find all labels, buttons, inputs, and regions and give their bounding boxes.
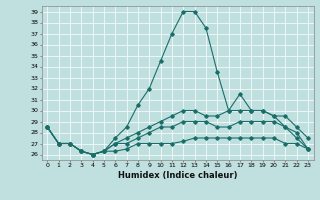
X-axis label: Humidex (Indice chaleur): Humidex (Indice chaleur) <box>118 171 237 180</box>
